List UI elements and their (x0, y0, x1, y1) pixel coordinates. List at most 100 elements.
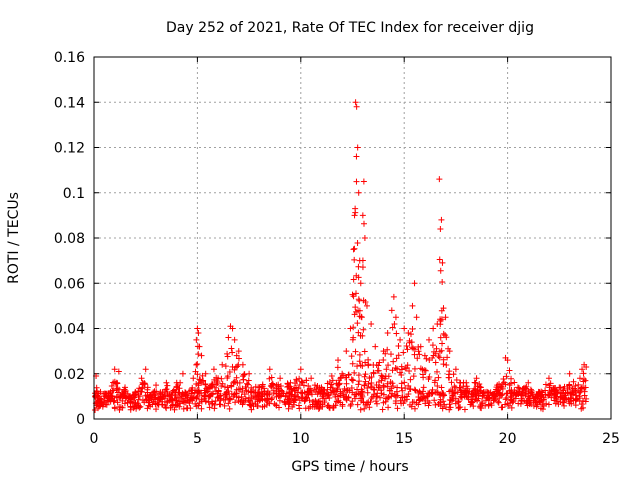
data-point (506, 367, 513, 374)
data-point (268, 374, 275, 381)
y-tick-labels: 0 0.02 0.04 0.06 0.08 0.1 0.12 0.14 0.16 (54, 50, 85, 428)
data-point (202, 370, 209, 377)
data-point (141, 381, 148, 388)
data-point (193, 361, 200, 368)
y-tick-label: 0.14 (54, 95, 85, 111)
data-point (502, 396, 509, 403)
data-point (307, 385, 314, 392)
data-point (108, 393, 115, 400)
data-point (402, 365, 409, 372)
data-point (227, 396, 234, 403)
data-point (356, 358, 363, 365)
data-point (366, 404, 373, 411)
data-point (425, 402, 432, 409)
y-tick-label: 0.16 (54, 50, 85, 66)
data-point (385, 394, 392, 401)
data-point (378, 377, 385, 384)
data-point (401, 325, 408, 332)
data-point (561, 402, 568, 409)
data-point (206, 404, 213, 411)
data-point (97, 402, 104, 409)
data-point (438, 384, 445, 391)
data-point (499, 404, 506, 411)
data-point (361, 235, 368, 241)
data-point (97, 388, 104, 395)
data-point (494, 398, 501, 405)
data-point (407, 331, 414, 338)
data-point (431, 397, 438, 404)
data-point (280, 390, 287, 397)
data-point (359, 362, 366, 369)
data-point (164, 382, 171, 389)
data-point (393, 355, 400, 362)
data-point (199, 372, 206, 379)
data-point (256, 397, 263, 404)
data-point (352, 395, 359, 402)
data-point (339, 401, 346, 408)
data-point (351, 256, 358, 263)
data-point (508, 388, 515, 395)
data-point (284, 380, 291, 387)
data-point (390, 383, 397, 390)
data-point (426, 373, 433, 380)
data-point (252, 389, 259, 396)
data-point (247, 402, 254, 409)
data-point (259, 390, 266, 397)
data-point (348, 353, 355, 360)
data-point (582, 384, 589, 391)
data-point (202, 389, 209, 396)
data-point (421, 395, 428, 402)
data-point (578, 401, 585, 408)
data-point (368, 395, 375, 402)
data-point (503, 373, 510, 380)
data-point (415, 348, 422, 355)
x-axis-label: GPS time / hours (291, 459, 408, 475)
data-point (508, 404, 515, 411)
data-point (437, 267, 444, 274)
data-point (231, 366, 238, 373)
data-point (228, 345, 235, 352)
x-tick-label: 20 (499, 431, 517, 447)
data-point (170, 387, 177, 394)
data-point (552, 400, 559, 407)
data-point (566, 370, 573, 377)
data-point (376, 359, 383, 366)
data-point (543, 400, 550, 407)
data-point (505, 403, 512, 410)
data-point (439, 340, 446, 347)
data-point (224, 353, 231, 360)
x-tick-labels: 0 5 10 15 20 25 (90, 431, 620, 447)
data-point (344, 387, 351, 394)
data-point (314, 402, 321, 409)
data-point (514, 384, 521, 391)
data-point (416, 351, 423, 358)
data-point (567, 394, 574, 401)
data-point (463, 383, 470, 390)
data-point (437, 334, 444, 341)
data-point (452, 366, 459, 373)
data-point (213, 381, 220, 388)
data-point (277, 375, 284, 382)
data-point (568, 400, 575, 407)
data-point (368, 380, 375, 387)
data-point (539, 406, 546, 413)
data-point (111, 366, 118, 373)
data-point (195, 402, 202, 409)
data-point (398, 372, 405, 379)
data-point (361, 373, 368, 380)
data-point (420, 388, 427, 395)
data-point (515, 400, 522, 407)
data-point (119, 404, 126, 411)
data-point (507, 380, 514, 387)
data-point (195, 388, 202, 395)
data-point (302, 397, 309, 404)
data-point (379, 406, 386, 413)
data-point (438, 216, 445, 223)
data-point (354, 239, 361, 246)
data-point (449, 386, 456, 393)
data-point (570, 385, 577, 392)
data-point (357, 280, 364, 287)
data-point (242, 383, 249, 390)
data-point (390, 293, 397, 300)
data-point (421, 352, 428, 359)
